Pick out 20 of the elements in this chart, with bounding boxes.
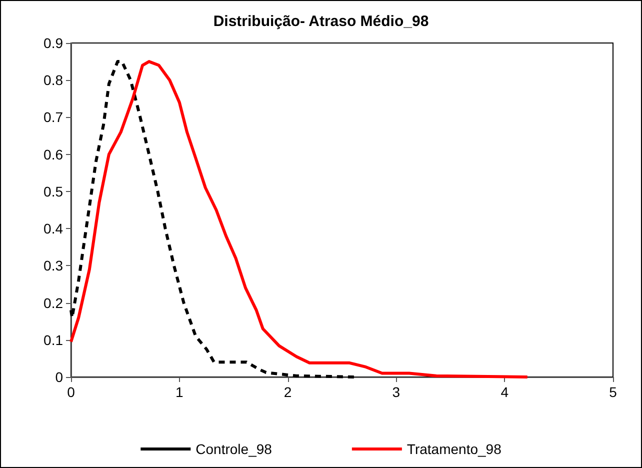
y-tick-label: 0.7 — [44, 109, 64, 126]
y-tick-label: 0.1 — [44, 332, 64, 348]
y-tick-label: 0.2 — [44, 294, 64, 311]
x-tick-label: 0 — [67, 384, 76, 400]
chart-title: Distribuição- Atraso Médio_98 — [213, 13, 429, 30]
y-tick-label: 0 — [55, 369, 64, 385]
y-tick-label: 0.9 — [44, 35, 64, 51]
y-tick-label: 0.4 — [44, 220, 64, 237]
x-tick-label: 1 — [176, 384, 184, 400]
legend-label: Controle_98 — [196, 441, 272, 457]
y-tick-label: 0.3 — [44, 258, 64, 274]
x-tick-label: 2 — [284, 384, 292, 400]
x-tick-label: 3 — [392, 384, 400, 400]
y-tick-label: 0.5 — [44, 183, 64, 200]
legend-label: Tratamento_98 — [406, 441, 502, 457]
x-tick-label: 4 — [500, 384, 509, 400]
y-tick-label: 0.6 — [44, 146, 64, 162]
y-tick-label: 0.8 — [44, 72, 64, 88]
line-series — [70, 60, 529, 378]
x-tick-label: 5 — [609, 384, 618, 400]
